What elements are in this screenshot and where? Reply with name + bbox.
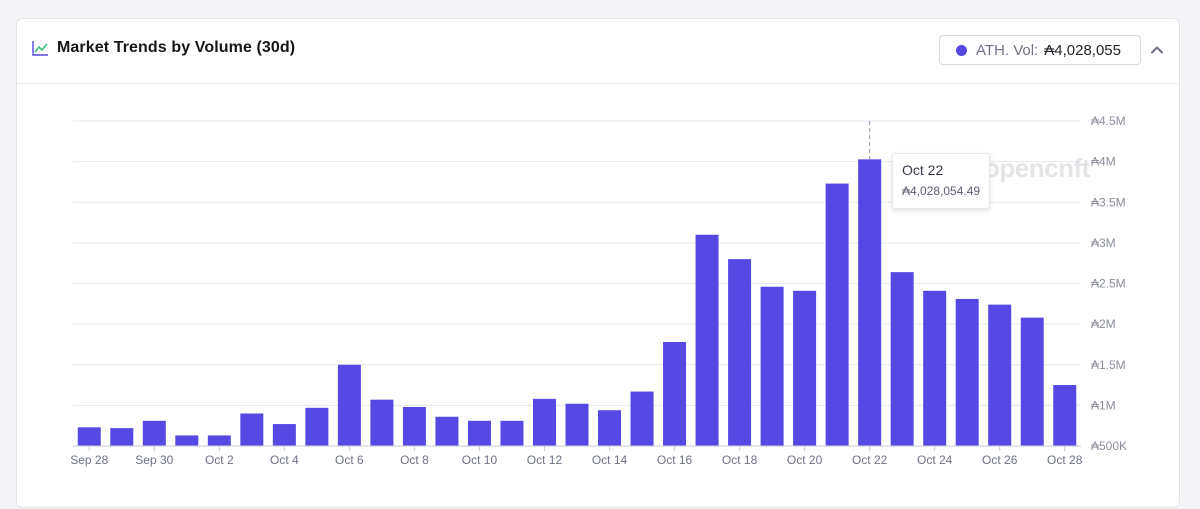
market-trends-card: Market Trends by Volume (30d) ATH. Vol: … [16, 18, 1180, 508]
ath-value: ₳4,028,055 [1044, 41, 1121, 59]
x-tick-label: Oct 8 [400, 453, 429, 467]
bar-oct-2[interactable] [207, 435, 231, 446]
x-tick-label: Oct 4 [270, 453, 299, 467]
bar-oct-4[interactable] [272, 424, 296, 446]
x-tick-label: Oct 6 [335, 453, 364, 467]
y-tick-label: ₳500K [1091, 439, 1127, 453]
chevron-up-icon[interactable] [1148, 41, 1166, 59]
y-tick-label: ₳2M [1091, 317, 1116, 331]
card-header: Market Trends by Volume (30d) ATH. Vol: … [17, 19, 1179, 84]
x-tick-label: Oct 18 [722, 453, 758, 467]
x-tick-label: Oct 14 [592, 453, 628, 467]
y-tick-label: ₳3.5M [1091, 195, 1126, 209]
watermark-text: opencnft [984, 153, 1090, 183]
x-tick-label: Sep 28 [70, 453, 108, 467]
x-tick-label: Oct 10 [462, 453, 498, 467]
bar-oct-28[interactable] [1053, 385, 1077, 446]
bar-oct-22[interactable] [858, 159, 882, 446]
bar-oct-10[interactable] [467, 420, 491, 446]
bar-oct-18[interactable] [728, 259, 752, 446]
y-tick-label: ₳1M [1091, 398, 1116, 412]
y-tick-label: ₳2.5M [1091, 277, 1126, 291]
x-tick-label: Oct 22 [852, 453, 888, 467]
tooltip-value: ₳4,028,054.49 [902, 184, 981, 198]
bar-oct-20[interactable] [793, 290, 817, 446]
chart-area: opencnft ₳500K ₳1M ₳1.5M ₳2M ₳2.5M ₳3M ₳3.5M ₳4… [17, 83, 1181, 509]
y-tick-label: ₳4M [1091, 155, 1116, 169]
bar-oct-27[interactable] [1020, 317, 1044, 446]
x-tick-label: Oct 2 [205, 453, 234, 467]
bar-sep-30[interactable] [142, 420, 166, 446]
tooltip-date: Oct 22 [902, 162, 944, 178]
volume-bar-chart: ₳500K ₳1M ₳1.5M ₳2M ₳2.5M ₳3M ₳3.5M ₳4M ₳4.5M Sep… [70, 114, 1127, 467]
y-tick-label: ₳3M [1091, 236, 1116, 250]
bar-oct-1[interactable] [175, 435, 199, 446]
bar-oct-5[interactable] [305, 407, 329, 446]
y-tick-label: ₳4.5M [1091, 114, 1126, 128]
card-title: Market Trends by Volume (30d) [57, 39, 296, 56]
bar-oct-24[interactable] [923, 290, 947, 446]
bar-oct-13[interactable] [565, 403, 589, 446]
bar-oct-25[interactable] [955, 298, 979, 446]
bar-oct-19[interactable] [760, 286, 784, 446]
card-title-group: Market Trends by Volume (30d) [31, 39, 295, 57]
bar-oct-9[interactable] [435, 416, 459, 446]
bar-sep-29[interactable] [110, 428, 134, 446]
line-chart-icon [31, 39, 49, 57]
bar-oct-8[interactable] [402, 407, 426, 446]
bar-oct-21[interactable] [825, 183, 849, 446]
chart-tooltip: Oct 22 ₳4,028,054.49 [892, 153, 990, 209]
bar-oct-14[interactable] [598, 410, 622, 446]
bar-oct-11[interactable] [500, 420, 524, 446]
x-tick-label: Oct 26 [982, 453, 1018, 467]
ath-label: ATH. Vol: [976, 41, 1039, 59]
x-tick-label: Oct 20 [787, 453, 823, 467]
bar-oct-3[interactable] [240, 413, 264, 447]
bar-oct-15[interactable] [630, 391, 654, 446]
bar-oct-6[interactable] [337, 364, 361, 446]
bar-oct-12[interactable] [532, 398, 556, 446]
bar-oct-17[interactable] [695, 234, 719, 446]
bar-oct-26[interactable] [988, 304, 1012, 446]
bar-oct-16[interactable] [663, 342, 687, 446]
x-tick-label: Oct 12 [527, 453, 563, 467]
x-tick-label: Sep 30 [135, 453, 173, 467]
y-tick-label: ₳1.5M [1091, 358, 1126, 372]
x-tick-label: Oct 16 [657, 453, 693, 467]
ath-volume-badge[interactable]: ATH. Vol: ₳4,028,055 [939, 35, 1141, 65]
x-tick-label: Oct 24 [917, 453, 953, 467]
ath-legend-dot [956, 44, 967, 56]
x-tick-label: Oct 28 [1047, 453, 1083, 467]
bar-oct-23[interactable] [890, 272, 914, 446]
bar-oct-7[interactable] [370, 399, 394, 446]
bar-sep-28[interactable] [77, 427, 101, 446]
